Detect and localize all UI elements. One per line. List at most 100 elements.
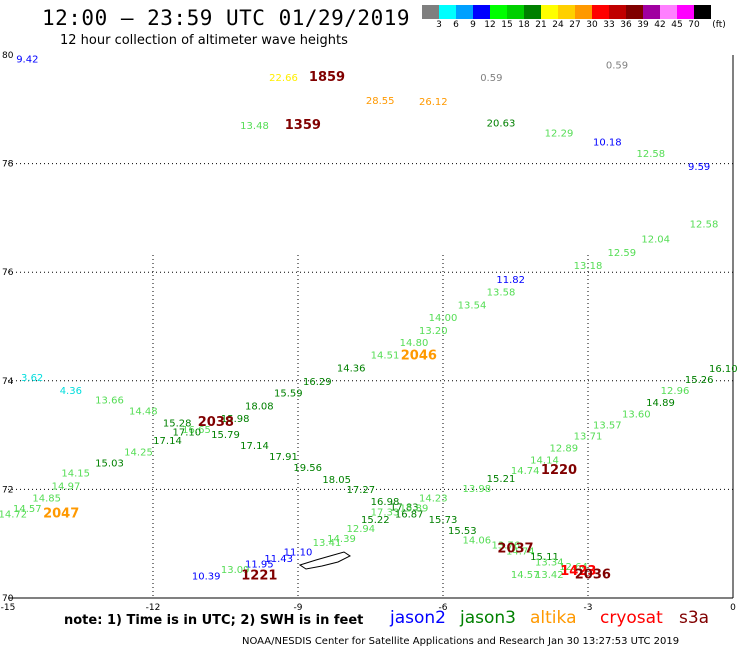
- wave-height-label: 16.10: [709, 364, 738, 375]
- colorbar-label: 42: [654, 20, 666, 30]
- wave-height-label: 15.28: [163, 418, 192, 429]
- map-grid: [8, 55, 734, 599]
- wave-height-label: 11.43: [264, 554, 293, 565]
- wave-height-label: 18.08: [245, 402, 274, 413]
- observations-layer: 9.42 0.59 22.66 1859 0.59 28.55 26.12 13.48 1359…: [0, 55, 738, 584]
- wave-height-label: 14.97: [52, 481, 81, 492]
- y-tick-label: 70: [2, 594, 14, 604]
- wave-height-label: 17.91: [269, 452, 298, 463]
- wave-height-label: 14.57: [511, 570, 540, 581]
- y-tick-label: 72: [2, 485, 13, 495]
- wave-height-label: 13.09: [221, 565, 250, 576]
- wave-height-label: 10.18: [593, 138, 622, 149]
- wave-height-label: 13.71: [574, 431, 603, 442]
- colorbar-swatch: [660, 5, 677, 19]
- wave-height-label: 0.59: [480, 73, 502, 84]
- wave-height-label: 22.66: [269, 73, 298, 84]
- page-title: 12:00 – 23:59 UTC 01/29/2019: [42, 6, 411, 30]
- colorbar-label: 45: [671, 20, 683, 30]
- wave-height-label: 14.06: [463, 536, 492, 547]
- wave-height-label: 15.89: [400, 504, 429, 515]
- wave-height-label: 13.34: [535, 557, 564, 568]
- wave-height-label: 1359: [285, 118, 321, 133]
- wave-height-label: 10.39: [192, 572, 221, 583]
- wave-height-label: 15.21: [487, 474, 516, 485]
- wave-height-label: 1423: [560, 564, 596, 579]
- wave-height-label: 12.59: [608, 248, 637, 259]
- wave-height-label: 12.58: [637, 149, 666, 160]
- wave-height-label: 12.29: [545, 128, 574, 139]
- wave-height-label: 17.14: [240, 441, 269, 452]
- wave-height-label: 12.64: [559, 562, 588, 573]
- wave-height-label: 13.54: [458, 301, 487, 312]
- x-tick-label: -12: [146, 603, 161, 613]
- colorbar-swatch: [524, 5, 541, 19]
- wave-height-label: 16.98: [371, 497, 400, 508]
- legend-jason3: jason3: [460, 608, 516, 628]
- y-tick-label: 76: [2, 268, 14, 278]
- wave-height-label: 12.58: [690, 220, 719, 231]
- wave-height-label: 0.59: [606, 61, 628, 72]
- wave-height-label: 12.96: [661, 386, 690, 397]
- wave-height-label: 18.05: [322, 475, 351, 486]
- land-outline: [298, 551, 351, 570]
- wave-height-label: 14.89: [646, 398, 675, 409]
- colorbar-swatch: [473, 5, 490, 19]
- colorbar-label: 3: [436, 20, 442, 30]
- colorbar-swatch: [609, 5, 626, 19]
- colorbar-swatch: [507, 5, 524, 19]
- y-tick-label: 78: [2, 160, 14, 170]
- colorbar-label: 21: [535, 20, 547, 30]
- wave-height-label: 1221: [241, 569, 277, 584]
- wave-height-label: 9.59: [688, 162, 710, 173]
- colorbar-swatch: [677, 5, 694, 19]
- wave-height-label: 14.48: [129, 406, 158, 417]
- wave-height-label: 13.58: [487, 288, 516, 299]
- wave-height-label: 13.42: [535, 570, 564, 581]
- wave-height-label: 15.03: [95, 459, 124, 470]
- wave-height-label: 17.33: [371, 507, 400, 518]
- colorbar-label: 24: [552, 20, 564, 30]
- wave-height-label: 17.10: [173, 428, 202, 439]
- wave-height-label: 14.57: [13, 504, 42, 515]
- wave-height-label: 12.89: [550, 443, 579, 454]
- wave-height-label: 11.95: [245, 560, 274, 571]
- colorbar-label: 33: [603, 20, 615, 30]
- wave-height-label: 13.66: [95, 396, 124, 407]
- wave-height-label: 14.23: [419, 493, 448, 504]
- wave-height-label: 2046: [401, 349, 437, 364]
- colorbar-label: 39: [637, 20, 649, 30]
- wave-height-label: 28.55: [366, 96, 395, 107]
- legend-jason2: jason2: [390, 608, 446, 628]
- colorbar-swatch: [541, 5, 558, 19]
- x-tick-label: -15: [1, 603, 16, 613]
- colorbar-swatch: [558, 5, 575, 19]
- wave-height-label: 20.63: [487, 119, 516, 130]
- x-tick-label: -9: [294, 603, 303, 613]
- colorbar-swatch: [422, 5, 439, 19]
- colorbar-swatch: [575, 5, 592, 19]
- colorbar-swatch: [456, 5, 473, 19]
- legend-cryosat: cryosat: [600, 608, 663, 628]
- wave-height-label: 19.56: [293, 463, 322, 474]
- colorbar-label: 15: [501, 20, 513, 30]
- wave-height-label: 15.79: [211, 430, 240, 441]
- wave-height-label: 13.60: [622, 410, 651, 421]
- colorbar-label: 18: [518, 20, 530, 30]
- wave-height-label: 12.94: [347, 524, 376, 535]
- wave-height-label: 16.29: [303, 377, 332, 388]
- axis-ticks: -15 -12 -9 -6 -3 0 80 78 76 74 72 70: [1, 51, 736, 613]
- wave-height-label: 15.73: [429, 515, 458, 526]
- wave-height-label: 17.83: [390, 503, 419, 514]
- wave-height-label: 2036: [575, 567, 611, 582]
- wave-height-label: 15.59: [274, 389, 303, 400]
- wave-height-label: 15.53: [448, 526, 477, 537]
- colorbar-label: 6: [453, 20, 459, 30]
- wave-height-label: 13.20: [419, 326, 448, 337]
- wave-height-label: 15.11: [530, 552, 559, 563]
- colorbar-swatch: [626, 5, 643, 19]
- y-tick-label: 80: [2, 51, 14, 61]
- wave-height-label: 16.87: [395, 510, 424, 521]
- wave-height-label: 17.14: [153, 436, 182, 447]
- wave-height-label: 12.04: [641, 234, 670, 245]
